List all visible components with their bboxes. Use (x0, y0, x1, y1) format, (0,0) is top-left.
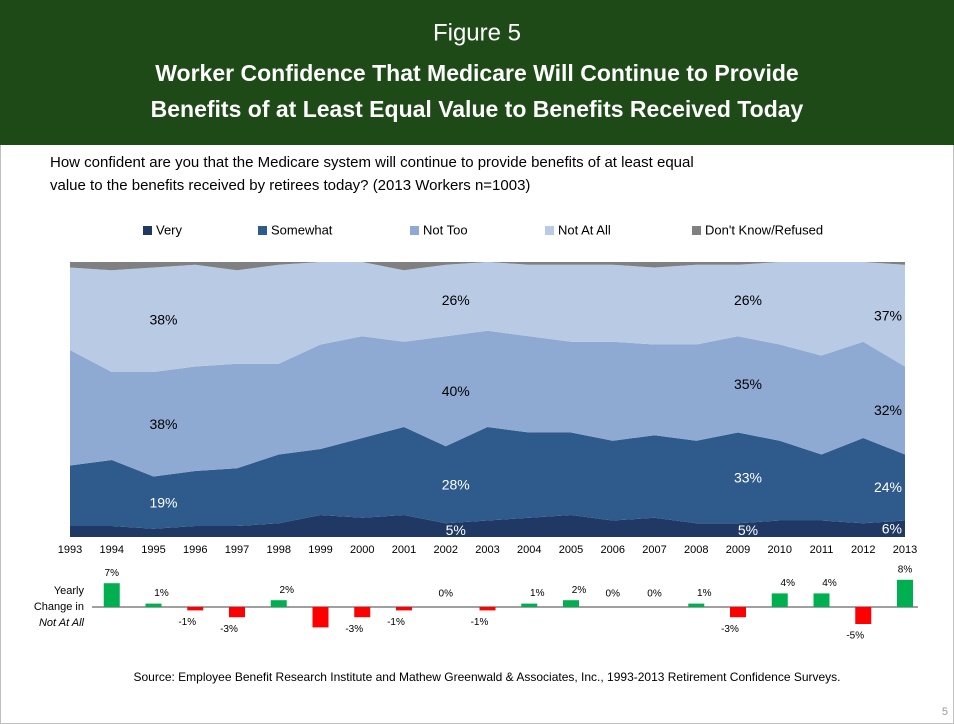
bar-value-label: 0% (439, 589, 454, 600)
legend-swatch (258, 226, 267, 235)
x-tick-label: 2008 (684, 544, 708, 556)
bar (270, 600, 287, 607)
x-tick-label: 2005 (559, 544, 583, 556)
bar-value-label: 1% (530, 588, 545, 599)
x-tick-label: 1998 (267, 544, 291, 556)
bar (354, 607, 371, 618)
x-tick-label: 2001 (392, 544, 416, 556)
legend-swatch (692, 226, 701, 235)
x-tick-label: 2002 (434, 544, 458, 556)
data-label: 26% (442, 292, 470, 308)
legend-label: Not At All (558, 222, 611, 237)
bar-value-label: 0% (647, 589, 662, 600)
bar-value-label: 4% (781, 578, 796, 589)
data-label: 35% (734, 376, 762, 392)
bar (229, 607, 245, 618)
bar (688, 603, 705, 607)
legend-label: Very (156, 222, 183, 237)
data-label: 26% (734, 292, 762, 308)
bar-value-label: 8% (898, 564, 913, 575)
x-tick-label: 2010 (768, 544, 792, 556)
page-number: 5 (942, 706, 948, 718)
bar-label: Yearly (54, 585, 85, 597)
x-tick-label: 2013 (893, 544, 917, 556)
bar (145, 603, 162, 607)
header-band (0, 0, 954, 145)
bar-value-label: 4% (822, 578, 837, 589)
bar (396, 607, 412, 611)
area-band (70, 515, 905, 537)
bar (813, 593, 830, 607)
bar (730, 607, 746, 618)
x-tick-label: 1995 (141, 544, 165, 556)
title: Benefits of at Least Equal Value to Bene… (151, 96, 804, 122)
bar-value-label: -5% (846, 631, 864, 642)
data-label: 6% (882, 520, 902, 536)
data-label: 32% (874, 402, 902, 418)
area-band (70, 262, 905, 372)
bar-value-label: -1% (471, 617, 489, 628)
x-tick-label: 2012 (851, 544, 875, 556)
data-label: 38% (149, 311, 177, 327)
data-label: 5% (446, 522, 466, 538)
data-label: 28% (442, 476, 470, 492)
data-label: 5% (738, 522, 758, 538)
legend-label: Not Too (423, 222, 468, 237)
data-label: 24% (874, 479, 902, 495)
x-tick-label: 1994 (100, 544, 124, 556)
figure-label: Figure 5 (433, 19, 521, 46)
bar-value-label: -3% (345, 624, 363, 635)
bar (855, 607, 872, 624)
x-tick-label: 1993 (58, 544, 82, 556)
legend-swatch (545, 226, 554, 235)
bar-value-label: 2% (572, 585, 587, 596)
bar (771, 593, 788, 607)
bar-value-label: -3% (721, 624, 739, 635)
legend-label: Somewhat (271, 222, 333, 237)
bar (479, 607, 496, 611)
x-tick-label: 1997 (225, 544, 249, 556)
bar (312, 607, 329, 628)
bar (563, 600, 579, 607)
x-tick-label: 2009 (726, 544, 750, 556)
legend-label: Don't Know/Refused (705, 222, 823, 237)
area-band (70, 330, 905, 477)
data-label: 33% (734, 470, 762, 486)
data-label: 19% (149, 494, 177, 510)
bar (187, 607, 204, 611)
bar-value-label: -1% (387, 617, 405, 628)
area-band (70, 427, 905, 529)
bar-label: Change in (34, 601, 84, 613)
x-tick-label: 2006 (601, 544, 625, 556)
x-tick-label: 2011 (810, 544, 834, 556)
bar-value-label: -3% (220, 624, 238, 635)
bar-value-label: 1% (697, 588, 712, 599)
legend-swatch (143, 226, 152, 235)
question: How confident are you that the Medicare … (50, 154, 694, 171)
bar (521, 603, 538, 607)
question: value to the benefits received by retire… (50, 177, 530, 194)
x-tick-label: 2004 (517, 544, 541, 556)
bar-value-label: 7% (105, 568, 120, 579)
data-label: 40% (442, 383, 470, 399)
x-tick-label: 2000 (350, 544, 374, 556)
x-tick-label: 2003 (475, 544, 499, 556)
bar-label: Not At All (39, 617, 85, 629)
x-tick-label: 2007 (642, 544, 666, 556)
bar-value-label: -1% (178, 617, 196, 628)
bar-value-label: 0% (606, 589, 621, 600)
bar-value-label: 1% (154, 588, 169, 599)
data-label: 37% (874, 307, 902, 323)
title: Worker Confidence That Medicare Will Con… (155, 60, 798, 86)
bar-value-label: 2% (280, 585, 295, 596)
area-band (70, 262, 905, 271)
data-label: 38% (149, 416, 177, 432)
bar (897, 579, 913, 607)
x-tick-label: 1999 (308, 544, 332, 556)
bar (103, 583, 120, 607)
legend-swatch (410, 226, 419, 235)
source: Source: Employee Benefit Research Instit… (133, 670, 840, 684)
x-tick-label: 1996 (183, 544, 207, 556)
